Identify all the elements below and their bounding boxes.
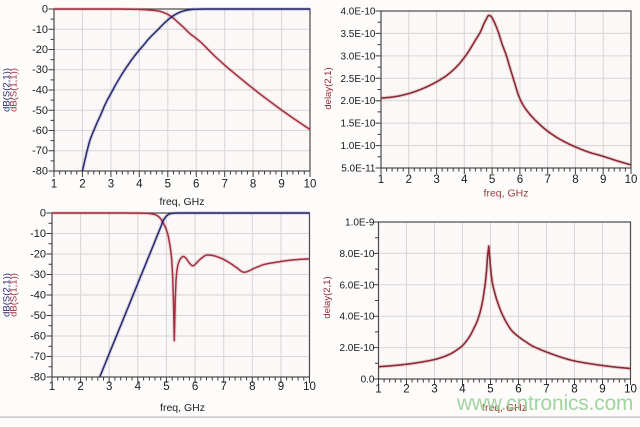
svg-text:-10: -10 [30, 228, 46, 240]
svg-text:4.0E-10: 4.0E-10 [340, 7, 375, 18]
svg-text:dB(S(2,1)): dB(S(2,1)) [2, 68, 13, 112]
svg-text:5: 5 [487, 384, 493, 396]
svg-text:-20: -20 [32, 44, 48, 56]
svg-text:9: 9 [278, 179, 284, 191]
svg-text:3: 3 [106, 381, 112, 393]
svg-text:4: 4 [461, 174, 468, 186]
svg-text:1.0E-10: 1.0E-10 [340, 141, 375, 152]
svg-text:delay(2,1): delay(2,1) [322, 276, 333, 318]
svg-text:2: 2 [403, 384, 409, 396]
svg-text:9: 9 [600, 174, 606, 186]
svg-text:6: 6 [515, 384, 521, 396]
svg-text:1: 1 [375, 384, 381, 396]
svg-text:1: 1 [378, 174, 384, 186]
svg-text:1.0E-9: 1.0E-9 [345, 218, 375, 229]
svg-text:10: 10 [304, 179, 317, 191]
svg-text:2: 2 [77, 381, 83, 393]
svg-text:5: 5 [163, 381, 169, 393]
svg-text:2.0E-10: 2.0E-10 [339, 343, 374, 354]
svg-text:3: 3 [108, 179, 114, 191]
svg-text:2: 2 [406, 174, 412, 186]
svg-text:dB(S(1,1)): dB(S(1,1)) [9, 273, 20, 317]
svg-text:-70: -70 [30, 351, 46, 363]
svg-text:5: 5 [489, 174, 495, 186]
svg-text:6.0E-10: 6.0E-10 [339, 280, 374, 291]
svg-text:10: 10 [625, 174, 638, 186]
svg-text:-40: -40 [30, 290, 46, 302]
svg-text:6: 6 [193, 179, 199, 191]
svg-text:-50: -50 [30, 310, 46, 322]
svg-text:freq, GHz: freq, GHz [482, 402, 527, 414]
svg-text:-60: -60 [32, 125, 48, 137]
svg-text:3.0E-10: 3.0E-10 [340, 51, 375, 62]
svg-text:0.0: 0.0 [361, 375, 375, 386]
svg-text:2.5E-10: 2.5E-10 [340, 74, 375, 85]
svg-text:8: 8 [249, 381, 255, 393]
svg-text:-70: -70 [32, 145, 48, 157]
svg-text:delay(2,1): delay(2,1) [323, 67, 334, 109]
svg-text:dB(S(2,1)): dB(S(2,1)) [2, 273, 13, 317]
svg-text:8: 8 [572, 174, 578, 186]
svg-text:9: 9 [278, 381, 284, 393]
svg-text:www.cntronics.com: www.cntronics.com [456, 392, 633, 415]
svg-text:6: 6 [517, 174, 523, 186]
svg-text:-30: -30 [30, 269, 46, 281]
svg-text:4: 4 [135, 381, 142, 393]
svg-text:4: 4 [459, 384, 466, 396]
svg-text:-80: -80 [32, 166, 48, 178]
svg-text:5: 5 [165, 179, 171, 191]
svg-text:7: 7 [544, 174, 550, 186]
svg-text:freq, GHz: freq, GHz [484, 188, 529, 200]
svg-text:4: 4 [136, 179, 143, 191]
svg-text:-20: -20 [30, 249, 46, 261]
svg-text:7: 7 [220, 381, 226, 393]
svg-text:5.0E-11: 5.0E-11 [341, 164, 376, 175]
svg-text:6: 6 [192, 381, 198, 393]
svg-text:dB(S(1,1)): dB(S(1,1)) [9, 68, 20, 112]
svg-text:-80: -80 [30, 372, 46, 384]
svg-text:0: 0 [42, 4, 48, 16]
svg-text:10: 10 [303, 381, 316, 393]
svg-text:8: 8 [571, 384, 577, 396]
svg-text:-50: -50 [32, 105, 48, 117]
svg-text:7: 7 [543, 384, 549, 396]
svg-text:8.0E-10: 8.0E-10 [339, 249, 374, 260]
svg-text:2: 2 [79, 179, 85, 191]
svg-text:freq, GHz: freq, GHz [160, 402, 205, 414]
svg-text:2.0E-10: 2.0E-10 [340, 96, 375, 107]
svg-text:1.5E-10: 1.5E-10 [340, 119, 375, 130]
svg-text:3.5E-10: 3.5E-10 [340, 29, 375, 40]
svg-text:10: 10 [624, 384, 637, 396]
svg-text:-10: -10 [32, 24, 48, 36]
svg-text:1: 1 [51, 179, 57, 191]
svg-text:-30: -30 [32, 64, 48, 76]
svg-text:-40: -40 [32, 85, 48, 97]
svg-text:3: 3 [431, 384, 437, 396]
svg-text:8: 8 [250, 179, 256, 191]
svg-text:1: 1 [49, 381, 55, 393]
svg-text:freq, GHz: freq, GHz [160, 196, 205, 208]
svg-text:7: 7 [221, 179, 227, 191]
svg-text:0: 0 [40, 208, 46, 220]
svg-text:4.0E-10: 4.0E-10 [339, 312, 374, 323]
svg-text:3: 3 [433, 174, 439, 186]
svg-text:-60: -60 [30, 331, 46, 343]
svg-text:9: 9 [599, 384, 605, 396]
